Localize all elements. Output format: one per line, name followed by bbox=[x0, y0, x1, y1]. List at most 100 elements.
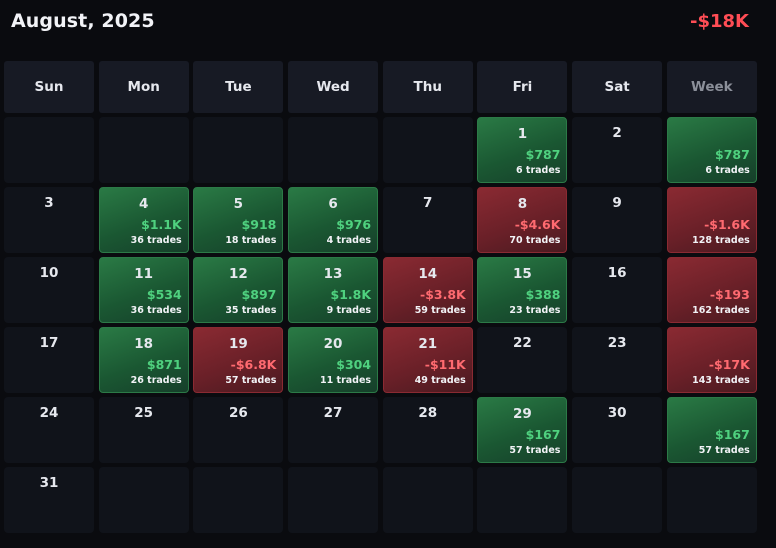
trade-count: 23 trades bbox=[509, 305, 561, 316]
calendar-grid: Sun Mon Tue Wed Thu Fri Sat Week 1 $787 6 … bbox=[4, 61, 757, 533]
day-number: 16 bbox=[607, 265, 627, 281]
day-cell[interactable]: 18 $871 26 trades bbox=[98, 327, 189, 393]
day-number: 17 bbox=[39, 335, 59, 351]
pnl-value: $1.1K bbox=[141, 217, 182, 232]
week-summary-cell[interactable] bbox=[666, 467, 757, 533]
day-number: 15 bbox=[513, 266, 532, 282]
day-cell[interactable]: 2 bbox=[572, 117, 663, 183]
day-number: 30 bbox=[607, 405, 627, 421]
week-summary-cell[interactable]: $787 6 trades bbox=[666, 117, 757, 183]
day-cell[interactable] bbox=[193, 467, 284, 533]
day-cell[interactable] bbox=[193, 117, 284, 183]
day-number: 24 bbox=[39, 405, 59, 421]
day-cell[interactable]: 15 $388 23 trades bbox=[477, 257, 568, 323]
trade-count: 59 trades bbox=[414, 305, 466, 316]
day-cell[interactable]: 16 bbox=[572, 257, 663, 323]
day-number: 22 bbox=[513, 335, 532, 351]
day-cell[interactable] bbox=[572, 467, 663, 533]
day-cell[interactable]: 25 bbox=[98, 397, 189, 463]
pnl-value: $167 bbox=[525, 427, 561, 442]
day-cell[interactable]: 7 bbox=[382, 187, 473, 253]
day-cell[interactable]: 5 $918 18 trades bbox=[193, 187, 284, 253]
day-cell[interactable]: 12 $897 35 trades bbox=[193, 257, 284, 323]
pnl-value: $787 bbox=[715, 147, 750, 162]
day-cell[interactable] bbox=[98, 117, 189, 183]
day-cell[interactable]: 29 $167 57 trades bbox=[477, 397, 568, 463]
day-cell[interactable] bbox=[477, 467, 568, 533]
pnl-value: $787 bbox=[525, 147, 561, 162]
day-cell[interactable]: 11 $534 36 trades bbox=[98, 257, 189, 323]
day-cell[interactable]: 31 bbox=[4, 467, 94, 533]
day-cell[interactable]: 26 bbox=[193, 397, 284, 463]
day-number: 18 bbox=[134, 336, 154, 352]
day-cell[interactable]: 17 bbox=[4, 327, 94, 393]
day-number: 2 bbox=[612, 125, 622, 141]
pnl-value: -$3.8K bbox=[420, 287, 466, 302]
day-number: 7 bbox=[423, 195, 433, 211]
day-cell[interactable] bbox=[382, 467, 473, 533]
day-cell[interactable] bbox=[4, 117, 94, 183]
weekday-header-tue: Tue bbox=[193, 61, 284, 113]
day-number: 25 bbox=[134, 405, 154, 421]
pnl-value: $167 bbox=[715, 427, 750, 442]
day-number: 28 bbox=[418, 405, 438, 421]
day-cell[interactable]: 23 bbox=[572, 327, 663, 393]
weekday-header-mon: Mon bbox=[98, 61, 189, 113]
day-cell[interactable]: 14 -$3.8K 59 trades bbox=[382, 257, 473, 323]
day-cell[interactable]: 13 $1.8K 9 trades bbox=[288, 257, 379, 323]
trade-count: 36 trades bbox=[130, 305, 182, 316]
day-number: 3 bbox=[44, 195, 54, 211]
day-number: 10 bbox=[39, 265, 59, 281]
day-cell[interactable]: 6 $976 4 trades bbox=[288, 187, 379, 253]
trade-count: 4 trades bbox=[326, 235, 372, 246]
day-number: 14 bbox=[418, 266, 438, 282]
week-summary-cell[interactable]: -$1.6K 128 trades bbox=[666, 187, 757, 253]
day-number: 31 bbox=[39, 475, 59, 491]
weekday-header-sat: Sat bbox=[572, 61, 663, 113]
calendar-header: August, 2025 -$18K bbox=[0, 0, 776, 46]
day-number: 20 bbox=[323, 336, 343, 352]
month-total-pnl: -$18K bbox=[690, 11, 749, 32]
day-cell[interactable] bbox=[288, 467, 379, 533]
day-cell[interactable] bbox=[382, 117, 473, 183]
day-cell[interactable]: 10 bbox=[4, 257, 94, 323]
day-cell[interactable] bbox=[288, 117, 379, 183]
trade-count: 35 trades bbox=[225, 305, 277, 316]
day-number: 19 bbox=[228, 336, 248, 352]
day-number: 27 bbox=[323, 405, 343, 421]
week-summary-cell[interactable]: -$17K 143 trades bbox=[666, 327, 757, 393]
trade-count: 70 trades bbox=[509, 235, 561, 246]
week-summary-header: Week bbox=[666, 61, 757, 113]
week-summary-cell[interactable]: $167 57 trades bbox=[666, 397, 757, 463]
day-cell[interactable]: 8 -$4.6K 70 trades bbox=[477, 187, 568, 253]
trade-count: 143 trades bbox=[692, 375, 750, 386]
month-title: August, 2025 bbox=[11, 10, 155, 32]
day-number: 23 bbox=[607, 335, 627, 351]
day-cell[interactable]: 28 bbox=[382, 397, 473, 463]
day-cell[interactable]: 21 -$11K 49 trades bbox=[382, 327, 473, 393]
day-cell[interactable]: 1 $787 6 trades bbox=[477, 117, 568, 183]
trade-count: 49 trades bbox=[414, 375, 466, 386]
day-number: 6 bbox=[328, 196, 338, 212]
weekday-header-fri: Fri bbox=[477, 61, 568, 113]
day-cell[interactable]: 20 $304 11 trades bbox=[288, 327, 379, 393]
day-cell[interactable]: 30 bbox=[572, 397, 663, 463]
trade-count: 57 trades bbox=[698, 445, 750, 456]
pnl-value: $918 bbox=[241, 217, 277, 232]
weekday-header-wed: Wed bbox=[288, 61, 379, 113]
week-summary-cell[interactable]: -$193 162 trades bbox=[666, 257, 757, 323]
trade-count: 26 trades bbox=[130, 375, 182, 386]
day-cell[interactable]: 22 bbox=[477, 327, 568, 393]
day-number: 13 bbox=[323, 266, 343, 282]
day-cell[interactable]: 3 bbox=[4, 187, 94, 253]
day-cell[interactable]: 19 -$6.8K 57 trades bbox=[193, 327, 284, 393]
day-number: 26 bbox=[228, 405, 248, 421]
day-cell[interactable]: 9 bbox=[572, 187, 663, 253]
day-number: 29 bbox=[513, 406, 532, 422]
day-number: 4 bbox=[138, 196, 149, 212]
day-cell[interactable]: 4 $1.1K 36 trades bbox=[98, 187, 189, 253]
day-cell[interactable]: 27 bbox=[288, 397, 379, 463]
day-cell[interactable] bbox=[98, 467, 189, 533]
pnl-value: $897 bbox=[241, 287, 277, 302]
day-cell[interactable]: 24 bbox=[4, 397, 94, 463]
